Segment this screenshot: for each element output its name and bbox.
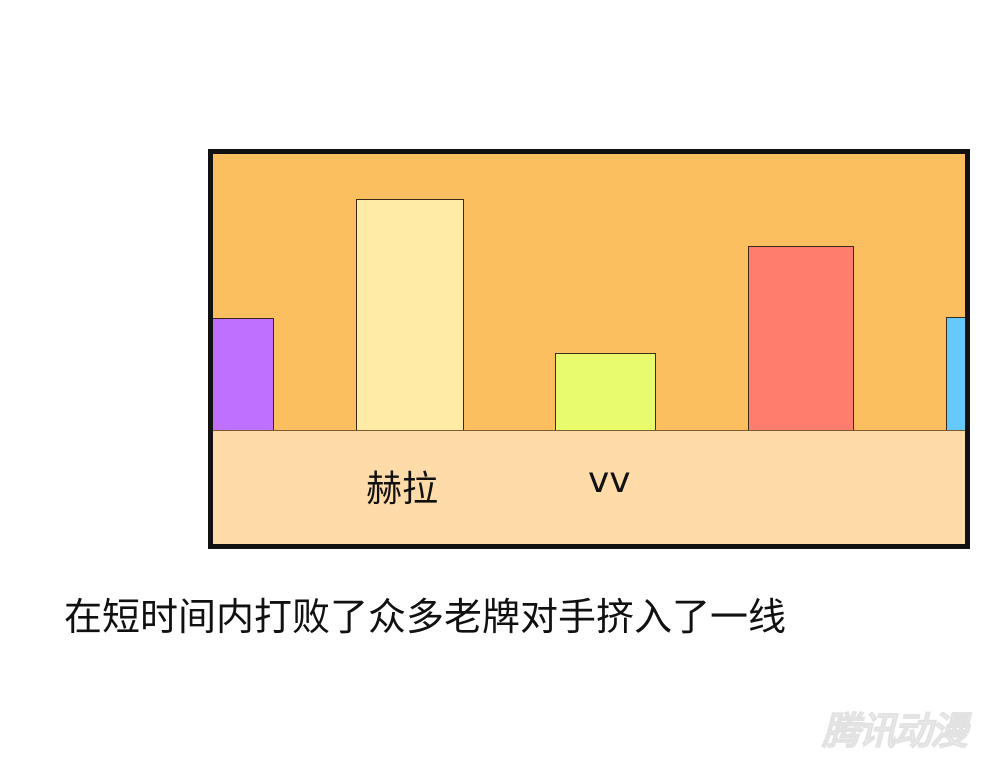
lime-block [555,353,656,432]
label-hela: 赫拉 [366,469,439,510]
ground-strip [213,430,965,544]
label-vv: vv [588,460,631,501]
watermark-logo: 腾讯动漫 [821,709,968,754]
blue-block [946,317,965,432]
red-block [748,246,854,432]
purple-block [213,318,274,432]
caption: 在短时间内打败了众多老牌对手挤入了一线 [64,595,787,639]
cream-block [356,199,464,432]
comic-panel: 赫拉 vv [208,149,970,549]
